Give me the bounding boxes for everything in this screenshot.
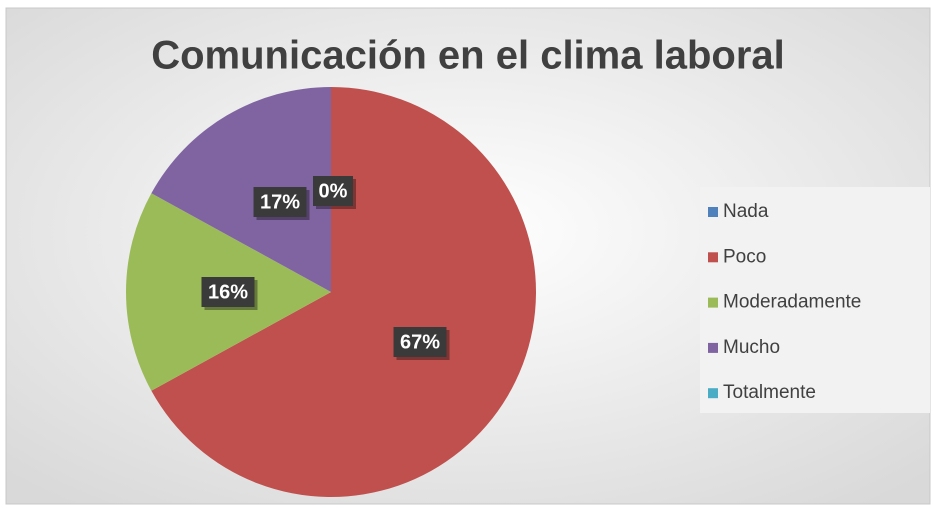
chart-title: Comunicación en el clima laboral <box>151 34 785 78</box>
data-label-box <box>201 277 255 307</box>
data-label-box <box>253 187 307 217</box>
legend-box <box>700 187 930 413</box>
pie-slice <box>151 87 537 498</box>
legend-label: Moderadamente <box>723 292 861 313</box>
legend-swatch <box>708 252 718 263</box>
pie-slice <box>151 87 331 292</box>
data-label: 67% <box>400 331 440 353</box>
legend-swatch <box>708 342 718 353</box>
legend-swatch <box>708 207 718 217</box>
data-label-box <box>313 176 353 206</box>
data-label-box <box>393 327 447 357</box>
data-label: 17% <box>260 191 300 213</box>
data-label: 16% <box>208 281 248 303</box>
legend-swatch <box>708 297 718 308</box>
legend-swatch <box>708 388 718 399</box>
legend-label: Poco <box>723 246 766 267</box>
legend-label: Totalmente <box>723 382 816 403</box>
data-label: 0% <box>319 180 348 202</box>
legend-label: Mucho <box>723 337 780 358</box>
legend-label: Nada <box>723 201 769 222</box>
